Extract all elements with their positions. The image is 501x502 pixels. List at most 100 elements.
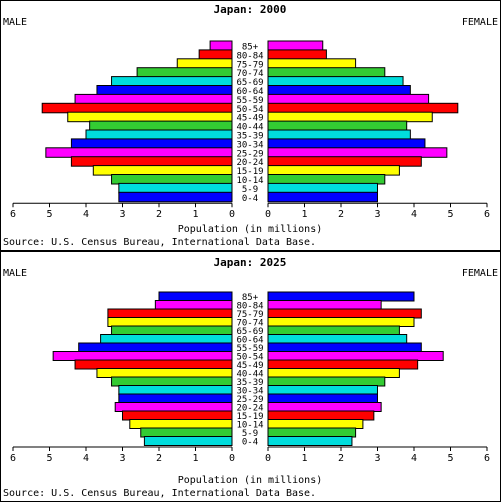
male-bar-30-34 xyxy=(118,385,233,395)
age-group-label: 45-49 xyxy=(236,114,263,124)
x-tick-label: 1 xyxy=(192,209,198,220)
x-tick-label: 6 xyxy=(484,209,490,220)
age-group-label: 50-54 xyxy=(236,353,263,363)
x-tick-label: 3 xyxy=(374,453,380,464)
plot-area: 85+80-8475-7970-7465-6960-6455-5950-5445… xyxy=(10,40,490,220)
x-tick-label: 4 xyxy=(83,453,89,464)
female-bar-55-59 xyxy=(267,342,422,353)
female-bar-30-34 xyxy=(267,385,378,395)
female-bar-10-14 xyxy=(267,174,386,185)
male-bar-15-19 xyxy=(122,410,233,421)
female-bar-40-44 xyxy=(267,368,400,378)
x-tick-label: 6 xyxy=(10,453,16,464)
male-bar-25-29 xyxy=(118,393,233,404)
male-bar-10-14 xyxy=(111,174,233,185)
x-tick-label: 4 xyxy=(411,209,417,220)
age-group-label: 35-39 xyxy=(236,132,263,142)
male-bar-80-84 xyxy=(198,49,233,60)
age-group-label: 5-9 xyxy=(242,429,258,439)
age-group-label: 40-44 xyxy=(236,123,263,133)
male-label: MALE xyxy=(3,268,27,279)
female-bar-80-84 xyxy=(267,49,327,60)
age-group-label: 20-24 xyxy=(236,158,263,168)
x-tick-label: 1 xyxy=(301,453,307,464)
female-bar-25-29 xyxy=(267,147,448,158)
female-bar-30-34 xyxy=(267,138,426,149)
x-tick-label: 5 xyxy=(447,453,453,464)
male-bar-85+ xyxy=(158,291,233,302)
age-group-label: 30-34 xyxy=(236,140,263,150)
male-bar-30-34 xyxy=(70,138,233,149)
female-bar-35-39 xyxy=(267,376,386,387)
male-bar-35-39 xyxy=(111,376,233,387)
male-bar-55-59 xyxy=(78,342,233,353)
age-group-label: 5-9 xyxy=(242,185,258,195)
male-bar-70-74 xyxy=(107,317,233,327)
x-tick-label: 5 xyxy=(46,453,52,464)
x-tick-label: 0 xyxy=(265,453,271,464)
male-bar-0-4 xyxy=(118,191,233,203)
male-bar-60-64 xyxy=(100,334,233,344)
female-bar-35-39 xyxy=(267,129,411,140)
male-bar-45-49 xyxy=(67,111,233,123)
female-bar-85+ xyxy=(267,40,324,51)
female-bar-20-24 xyxy=(267,156,422,167)
age-group-label: 40-44 xyxy=(236,370,263,380)
age-group-label: 60-64 xyxy=(236,87,263,97)
male-bar-50-54 xyxy=(52,351,233,361)
male-bar-75-79 xyxy=(107,308,233,319)
pyramid-panel-2025: Japan: 2025 MALE FEMALE 85+ 80-84 75-79 70-… xyxy=(0,251,501,502)
population-pyramid-2000: Japan: 2000 MALE FEMALE 85+80-8475-7970-… xyxy=(0,0,501,251)
male-bar-80-84 xyxy=(154,300,233,310)
x-tick-label: 5 xyxy=(447,209,453,220)
x-tick-label: 3 xyxy=(374,209,380,220)
x-axis-label: Population (in millions) xyxy=(178,224,323,235)
x-axis-label: Population (in millions) xyxy=(178,475,323,486)
male-bar-50-54 xyxy=(41,102,233,114)
male-bar-20-24 xyxy=(70,156,233,167)
panel-border xyxy=(0,0,501,251)
panel-border xyxy=(0,251,501,502)
age-group-label: 85+ xyxy=(242,43,259,53)
age-group-label: 35-39 xyxy=(236,378,263,388)
male-bar-25-29 xyxy=(45,147,233,158)
x-tick-label: 6 xyxy=(484,453,490,464)
x-tick-label: 0 xyxy=(265,209,271,220)
female-bar-0-4 xyxy=(267,191,378,203)
male-bar-15-19 xyxy=(92,165,233,176)
male-bar-0-4 xyxy=(143,436,233,446)
male-bar-20-24 xyxy=(114,402,233,412)
x-tick-label: 2 xyxy=(338,209,344,220)
age-group-label: 50-54 xyxy=(236,105,263,115)
female-bar-15-19 xyxy=(267,165,400,176)
x-tick-label: 2 xyxy=(156,453,162,464)
age-group-label: 80-84 xyxy=(236,302,263,312)
age-group-label: 85+ xyxy=(242,293,259,303)
x-tick-label: 2 xyxy=(338,453,344,464)
age-group-label: 30-34 xyxy=(236,387,263,397)
source-note: Source: U.S. Census Bureau, Internationa… xyxy=(3,488,316,499)
plot-area: 85+80-8475-7970-7465-6960-6455-5950-5445… xyxy=(10,291,490,464)
age-group-label: 70-74 xyxy=(236,319,263,329)
female-bar-60-64 xyxy=(267,334,408,344)
female-bar-85+ xyxy=(267,291,415,302)
chart-title: Japan: 2000 xyxy=(214,3,287,16)
male-bar-40-44 xyxy=(89,120,233,132)
female-label: FEMALE xyxy=(462,268,498,279)
female-label: FEMALE xyxy=(462,17,498,28)
female-bar-80-84 xyxy=(267,300,382,310)
male-label: MALE xyxy=(3,17,27,28)
x-tick-label: 0 xyxy=(229,209,235,220)
female-bar-40-44 xyxy=(267,120,408,132)
female-bar-10-14 xyxy=(267,419,364,429)
x-tick-label: 6 xyxy=(10,209,16,220)
female-bar-70-74 xyxy=(267,317,415,327)
age-group-label: 75-79 xyxy=(236,310,263,320)
female-bar-20-24 xyxy=(267,402,382,412)
age-group-label: 70-74 xyxy=(236,69,263,79)
age-group-label: 80-84 xyxy=(236,51,263,61)
male-bar-5-9 xyxy=(118,182,233,194)
female-bar-45-49 xyxy=(267,111,433,123)
female-bar-60-64 xyxy=(267,85,411,96)
x-tick-label: 5 xyxy=(46,209,52,220)
